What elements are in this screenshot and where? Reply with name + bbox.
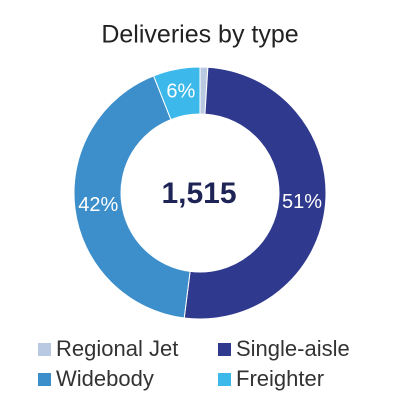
legend-swatch — [218, 343, 231, 356]
legend-label: Freighter — [236, 366, 324, 391]
chart-title: Deliveries by type — [101, 21, 298, 49]
legend-swatch — [38, 373, 51, 386]
donut-slice — [73, 75, 191, 319]
donut-slice — [152, 66, 201, 121]
donut-slice — [183, 66, 327, 320]
legend-label: Widebody — [56, 366, 154, 391]
legend-label: Single-aisle — [236, 336, 350, 361]
center-label: 1,515 — [161, 177, 236, 210]
data-label: 6% — [166, 81, 195, 103]
legend-swatch — [218, 373, 231, 386]
legend-label: Regional Jet — [56, 336, 178, 361]
data-label: 42% — [78, 194, 118, 216]
data-label: 51% — [282, 191, 322, 213]
legend-swatch — [38, 343, 51, 356]
